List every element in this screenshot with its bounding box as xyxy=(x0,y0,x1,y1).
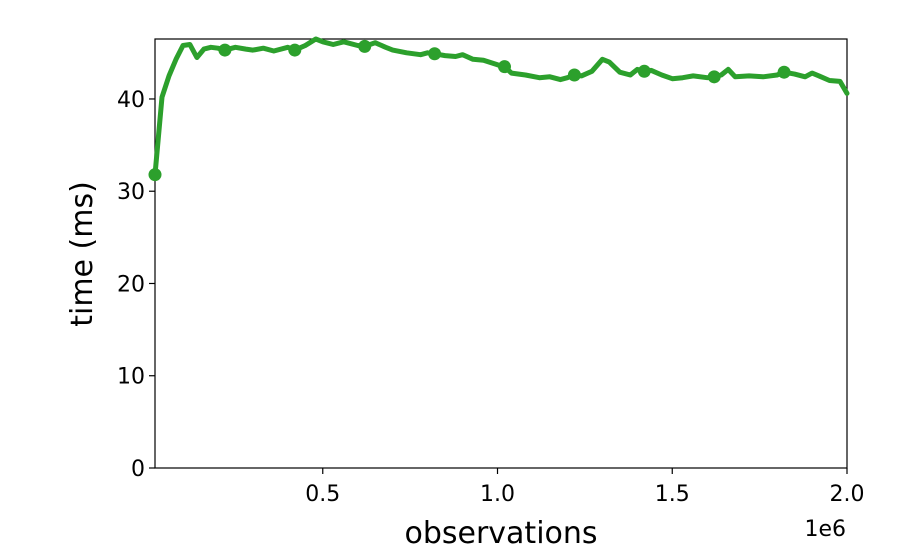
data-point-marker xyxy=(707,70,721,84)
y-tick-label: 30 xyxy=(117,180,145,205)
series-line xyxy=(152,36,850,178)
data-point-marker xyxy=(567,68,581,82)
x-tick-label: 0.5 xyxy=(305,482,340,507)
data-point-marker xyxy=(358,39,372,53)
y-axis-title: time (ms) xyxy=(65,181,100,327)
data-point-marker xyxy=(218,43,232,57)
data-point-marker xyxy=(777,65,791,79)
x-axis-offset-label: 1e6 xyxy=(804,517,846,542)
x-tick-label: 1.5 xyxy=(655,482,690,507)
y-axis-ticks: 0 10 20 30 40 xyxy=(117,88,155,482)
x-tick-label: 1.0 xyxy=(480,482,515,507)
data-point-marker xyxy=(637,64,651,78)
data-point-marker xyxy=(497,60,511,74)
data-point-marker xyxy=(288,43,302,57)
y-tick-label: 20 xyxy=(117,272,145,297)
x-tick-label: 2.0 xyxy=(830,482,865,507)
x-axis-title: observations xyxy=(404,516,597,551)
y-tick-label: 40 xyxy=(117,88,145,113)
y-tick-label: 0 xyxy=(131,457,145,482)
y-tick-label: 10 xyxy=(117,365,145,390)
x-axis-ticks: 0.5 1.0 1.5 2.0 xyxy=(305,468,865,507)
series-layer xyxy=(148,36,850,182)
data-point-marker xyxy=(428,47,442,61)
plot-frame xyxy=(154,38,848,469)
data-point-marker xyxy=(148,168,162,182)
